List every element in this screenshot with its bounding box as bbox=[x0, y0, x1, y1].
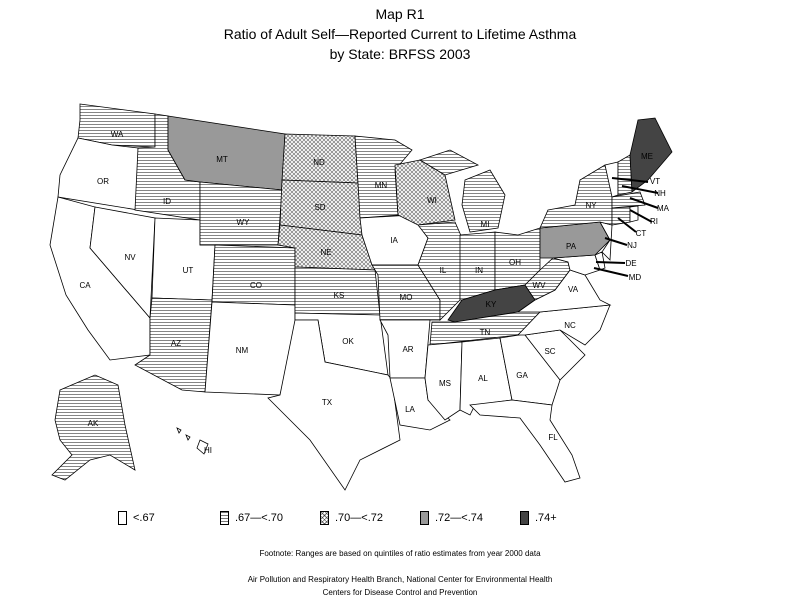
state-pa bbox=[539, 221, 611, 259]
legend-item-5: .74+ bbox=[520, 509, 557, 527]
label-la: LA bbox=[405, 405, 415, 414]
label-me: ME bbox=[641, 152, 653, 161]
label-ut: UT bbox=[183, 266, 194, 275]
label-or: OR bbox=[97, 177, 109, 186]
source-line-2: Centers for Disease Control and Preventi… bbox=[322, 588, 478, 597]
legend-label: <.67 bbox=[133, 512, 155, 524]
states-layer bbox=[49, 103, 673, 491]
label-ny: NY bbox=[585, 201, 597, 210]
legend-label: .70—<.72 bbox=[335, 512, 384, 524]
label-nj: NJ bbox=[627, 241, 637, 250]
label-ky: KY bbox=[486, 300, 497, 309]
label-ks: KS bbox=[334, 291, 345, 300]
label-mt: MT bbox=[216, 155, 228, 164]
legend-swatch bbox=[118, 511, 127, 525]
state-ct bbox=[611, 206, 631, 226]
label-co: CO bbox=[250, 281, 262, 290]
legend-swatch bbox=[520, 511, 529, 525]
label-mn: MN bbox=[375, 181, 388, 190]
state-ny bbox=[539, 164, 613, 229]
label-mo: MO bbox=[400, 293, 413, 302]
label-ak: AK bbox=[88, 419, 99, 428]
label-pa: PA bbox=[566, 242, 577, 251]
state-nm bbox=[204, 301, 296, 396]
footnote: Footnote: Ranges are based on quintiles … bbox=[259, 549, 541, 558]
map-number-title: Map R1 bbox=[375, 6, 425, 22]
label-sc: SC bbox=[544, 347, 555, 356]
label-de: DE bbox=[625, 259, 636, 268]
label-fl: FL bbox=[548, 433, 558, 442]
legend-swatch bbox=[420, 511, 429, 525]
legend-label: .72—<.74 bbox=[435, 512, 484, 524]
state-tx bbox=[267, 319, 401, 491]
legend-label: .74+ bbox=[535, 512, 557, 524]
label-ca: CA bbox=[79, 281, 91, 290]
label-il: IL bbox=[440, 266, 447, 275]
state-fl bbox=[469, 399, 581, 483]
new-england-leader-lines bbox=[593, 177, 659, 277]
state-mi bbox=[461, 169, 506, 233]
legend-item-4: .72—<.74 bbox=[420, 509, 483, 527]
label-nm: NM bbox=[236, 346, 249, 355]
label-vt: VT bbox=[650, 177, 660, 186]
label-ms: MS bbox=[439, 379, 451, 388]
state-ma bbox=[611, 191, 646, 209]
label-nc: NC bbox=[564, 321, 576, 330]
label-ri: RI bbox=[650, 217, 658, 226]
legend-item-3: .70—<.72 bbox=[320, 509, 383, 527]
label-wi: WI bbox=[427, 196, 437, 205]
label-al: AL bbox=[478, 374, 488, 383]
label-ct: CT bbox=[636, 229, 647, 238]
label-ga: GA bbox=[516, 371, 528, 380]
legend-swatch bbox=[320, 511, 329, 525]
label-nh: NH bbox=[654, 189, 666, 198]
label-sd: SD bbox=[314, 203, 325, 212]
state-co bbox=[211, 244, 296, 306]
label-hi: HI bbox=[204, 446, 212, 455]
state-hi bbox=[176, 427, 209, 455]
label-ok: OK bbox=[342, 337, 354, 346]
label-ar: AR bbox=[402, 345, 413, 354]
state-de bbox=[594, 251, 606, 271]
state-wy bbox=[199, 181, 283, 246]
label-md: MD bbox=[629, 273, 642, 282]
state-ak bbox=[51, 374, 136, 481]
label-nv: NV bbox=[124, 253, 136, 262]
label-wy: WY bbox=[237, 218, 251, 227]
label-tn: TN bbox=[480, 328, 491, 337]
label-az: AZ bbox=[171, 339, 181, 348]
map-subtitle: by State: BRFSS 2003 bbox=[329, 46, 471, 62]
label-tx: TX bbox=[322, 398, 333, 407]
label-va: VA bbox=[568, 285, 579, 294]
state-mt bbox=[167, 115, 286, 191]
label-mi: MI bbox=[481, 220, 490, 229]
label-oh: OH bbox=[509, 258, 521, 267]
label-wa: WA bbox=[111, 130, 124, 139]
label-ne: NE bbox=[320, 248, 331, 257]
state-il bbox=[417, 221, 463, 321]
legend-item-1: <.67 bbox=[118, 509, 155, 527]
legend-label: .67—<.70 bbox=[235, 512, 284, 524]
state-me bbox=[629, 117, 673, 193]
legend-swatch bbox=[220, 511, 229, 525]
label-ia: IA bbox=[390, 236, 398, 245]
legend-item-2: .67—<.70 bbox=[220, 509, 283, 527]
state-abbreviation-labels: WA OR CA ID NV UT AZ MT WY CO NM ND SD N… bbox=[79, 130, 669, 455]
state-nh bbox=[617, 154, 633, 196]
state-or bbox=[57, 137, 139, 211]
label-ma: MA bbox=[657, 204, 670, 213]
label-wv: WV bbox=[533, 281, 547, 290]
state-mi-up bbox=[419, 149, 480, 176]
label-id: ID bbox=[163, 197, 171, 206]
label-in: IN bbox=[475, 266, 483, 275]
map-title: Ratio of Adult Self—Reported Current to … bbox=[223, 26, 577, 42]
source-line-1: Air Pollution and Respiratory Health Bra… bbox=[247, 575, 553, 584]
label-nd: ND bbox=[313, 158, 325, 167]
